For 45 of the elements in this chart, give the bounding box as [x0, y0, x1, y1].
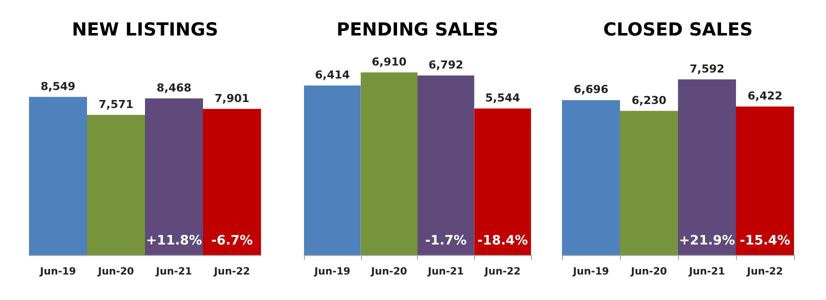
bar — [474, 108, 531, 255]
annotation: -15.4% — [740, 234, 790, 248]
data-label: 8,549 — [40, 80, 76, 93]
bar — [736, 106, 794, 255]
x-tick-label: Jun-19 — [38, 266, 76, 278]
annotation: +11.8% — [146, 234, 202, 248]
annotation: -6.7% — [211, 234, 253, 248]
bar — [145, 98, 203, 255]
bar — [418, 75, 474, 255]
data-label: 7,592 — [690, 62, 724, 76]
x-tick-label: Jun-20 — [370, 266, 408, 278]
bar — [678, 79, 736, 255]
data-label: 6,696 — [574, 83, 609, 96]
data-label: 6,910 — [372, 55, 407, 68]
bar — [87, 114, 145, 255]
x-tick-label: Jun-19 — [313, 266, 350, 278]
data-label: 7,571 — [98, 98, 134, 111]
bar — [304, 85, 361, 255]
data-label: 6,792 — [428, 58, 464, 72]
bar — [29, 96, 87, 255]
x-tick-label: Jun-22 — [746, 266, 784, 278]
data-label: 6,422 — [748, 89, 782, 102]
data-label: 6,414 — [314, 68, 350, 82]
x-tick-label: Jun-22 — [212, 266, 250, 278]
annotation: -18.4% — [477, 234, 528, 248]
x-tick-label: Jun-21 — [426, 266, 464, 278]
chart-title: PENDING SALES — [336, 20, 498, 40]
annotation: +21.9% — [679, 234, 735, 248]
annotation: -1.7% — [425, 234, 467, 248]
chart-title: NEW LISTINGS — [72, 20, 218, 40]
chart-title: CLOSED SALES — [603, 20, 753, 40]
x-tick-label: Jun-21 — [154, 266, 192, 278]
x-tick-label: Jun-19 — [572, 266, 610, 278]
data-label: 6,230 — [632, 94, 667, 107]
bar — [360, 72, 418, 255]
data-label: 8,468 — [156, 81, 192, 94]
data-label: 5,544 — [485, 91, 520, 104]
x-tick-label: Jun-20 — [630, 266, 668, 278]
x-tick-label: Jun-22 — [484, 266, 521, 278]
x-tick-label: Jun-21 — [688, 266, 726, 278]
x-tick-label: Jun-20 — [96, 266, 134, 278]
data-label: 7,901 — [214, 92, 250, 105]
bar — [562, 100, 620, 255]
bar — [620, 110, 678, 255]
bar — [203, 108, 261, 255]
